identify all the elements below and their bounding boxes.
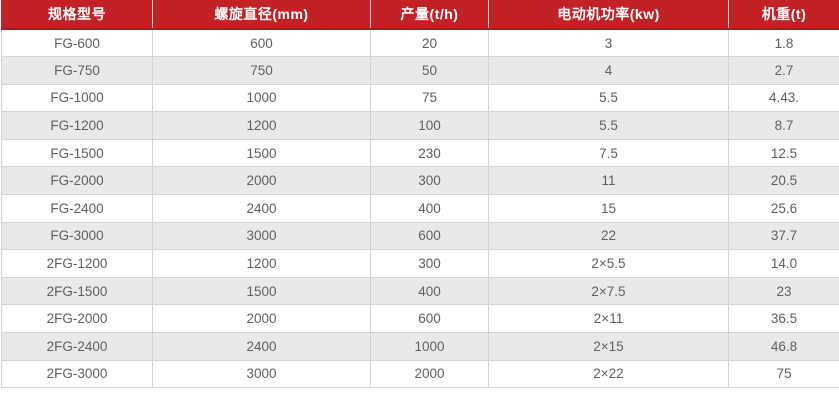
table-cell: 100 bbox=[370, 111, 489, 140]
table-row: FG-1500 1500 230 7.5 12.5 bbox=[1, 138, 839, 168]
column-header-spiral-diameter: 螺旋直径(mm) bbox=[152, 0, 371, 30]
table-cell: 2400 bbox=[152, 194, 371, 223]
table-cell: FG-600 bbox=[1, 28, 153, 58]
table-cell: 50 bbox=[370, 56, 489, 85]
table-cell: 400 bbox=[370, 194, 489, 223]
column-header-machine-weight: 机重(t) bbox=[728, 0, 839, 30]
table-cell: 25.6 bbox=[728, 194, 839, 223]
table-cell: FG-1200 bbox=[1, 111, 153, 140]
table-cell: 2FG-1200 bbox=[1, 249, 153, 278]
table-cell: 1200 bbox=[152, 249, 371, 278]
table-cell: 230 bbox=[370, 138, 489, 168]
table-cell: 22 bbox=[488, 221, 729, 251]
table-cell: 400 bbox=[370, 276, 489, 306]
table-cell: 1500 bbox=[152, 276, 371, 306]
table-cell: 1000 bbox=[370, 332, 489, 361]
table-cell: 600 bbox=[370, 221, 489, 251]
table-cell: 75 bbox=[728, 359, 839, 389]
table-row: FG-600 600 20 3 1.8 bbox=[1, 28, 839, 58]
table-cell: 1.8 bbox=[728, 28, 839, 58]
table-cell: 20 bbox=[370, 28, 489, 58]
table-cell: 11 bbox=[488, 166, 729, 196]
table-cell: 1500 bbox=[152, 138, 371, 168]
table-row: 2FG-2400 2400 1000 2×15 46.8 bbox=[1, 332, 839, 361]
table-cell: 750 bbox=[152, 56, 371, 85]
table-row: 2FG-2000 2000 600 2×11 36.5 bbox=[1, 304, 839, 334]
table-cell: 4.43. bbox=[728, 83, 839, 113]
table-cell: 14.0 bbox=[728, 249, 839, 278]
table-cell: FG-2400 bbox=[1, 194, 153, 223]
table-cell: 8.7 bbox=[728, 111, 839, 140]
table-row: 2FG-3000 3000 2000 2×22 75 bbox=[1, 359, 839, 389]
table-cell: 600 bbox=[152, 28, 371, 58]
table-row: FG-2000 2000 300 11 20.5 bbox=[1, 166, 839, 196]
table-cell: 46.8 bbox=[728, 332, 839, 361]
table-cell: 2×15 bbox=[488, 332, 729, 361]
table-cell: 2×5.5 bbox=[488, 249, 729, 278]
table-cell: 2.7 bbox=[728, 56, 839, 85]
table-row: FG-1200 1200 100 5.5 8.7 bbox=[1, 111, 839, 140]
table-cell: 2FG-1500 bbox=[1, 276, 153, 306]
table-cell: 600 bbox=[370, 304, 489, 334]
table-row: FG-1000 1000 75 5.5 4.43. bbox=[1, 83, 839, 113]
column-header-motor-power: 电动机功率(kw) bbox=[488, 0, 729, 30]
table-cell: 3 bbox=[488, 28, 729, 58]
table-cell: 300 bbox=[370, 249, 489, 278]
table-cell: 37.7 bbox=[728, 221, 839, 251]
table-cell: 5.5 bbox=[488, 83, 729, 113]
table-row: 2FG-1500 1500 400 2×7.5 23 bbox=[1, 276, 839, 306]
table-cell: 2FG-3000 bbox=[1, 359, 153, 389]
table-cell: 2000 bbox=[152, 166, 371, 196]
table-cell: 1000 bbox=[152, 83, 371, 113]
table-row: FG-3000 3000 600 22 37.7 bbox=[1, 221, 839, 251]
table-cell: FG-1500 bbox=[1, 138, 153, 168]
table-cell: FG-2000 bbox=[1, 166, 153, 196]
table-cell: 2×7.5 bbox=[488, 276, 729, 306]
table-cell: 3000 bbox=[152, 221, 371, 251]
table-cell: 5.5 bbox=[488, 111, 729, 140]
table-row: FG-2400 2400 400 15 25.6 bbox=[1, 194, 839, 223]
table-cell: 15 bbox=[488, 194, 729, 223]
table-cell: 2×22 bbox=[488, 359, 729, 389]
table-cell: FG-3000 bbox=[1, 221, 153, 251]
table-cell: FG-750 bbox=[1, 56, 153, 85]
table-cell: 300 bbox=[370, 166, 489, 196]
table-cell: 4 bbox=[488, 56, 729, 85]
table-header: 规格型号 螺旋直径(mm) 产量(t/h) 电动机功率(kw) 机重(t) bbox=[1, 0, 839, 30]
table-cell: 36.5 bbox=[728, 304, 839, 334]
table-cell: 2400 bbox=[152, 332, 371, 361]
table-cell: 23 bbox=[728, 276, 839, 306]
table-cell: 2×11 bbox=[488, 304, 729, 334]
table-row: 2FG-1200 1200 300 2×5.5 14.0 bbox=[1, 249, 839, 278]
table-cell: 12.5 bbox=[728, 138, 839, 168]
table-cell: 2000 bbox=[370, 359, 489, 389]
table-cell: FG-1000 bbox=[1, 83, 153, 113]
table-cell: 2FG-2400 bbox=[1, 332, 153, 361]
table-cell: 7.5 bbox=[488, 138, 729, 168]
column-header-output: 产量(t/h) bbox=[370, 0, 489, 30]
table-cell: 2FG-2000 bbox=[1, 304, 153, 334]
spec-table: 规格型号 螺旋直径(mm) 产量(t/h) 电动机功率(kw) 机重(t) FG… bbox=[1, 0, 839, 389]
column-header-model: 规格型号 bbox=[1, 0, 153, 30]
table-cell: 2000 bbox=[152, 304, 371, 334]
table-cell: 1200 bbox=[152, 111, 371, 140]
table-body: FG-600 600 20 3 1.8 FG-750 750 50 4 2.7 FG-1000 100… bbox=[1, 28, 839, 389]
table-cell: 75 bbox=[370, 83, 489, 113]
table-cell: 3000 bbox=[152, 359, 371, 389]
table-row: FG-750 750 50 4 2.7 bbox=[1, 56, 839, 85]
table-cell: 20.5 bbox=[728, 166, 839, 196]
header-row: 规格型号 螺旋直径(mm) 产量(t/h) 电动机功率(kw) 机重(t) bbox=[1, 0, 839, 30]
